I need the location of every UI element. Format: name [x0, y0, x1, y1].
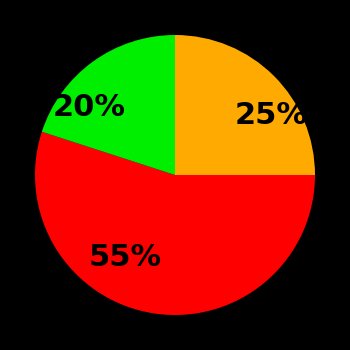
Wedge shape — [175, 35, 315, 175]
Text: 25%: 25% — [234, 101, 307, 130]
Wedge shape — [35, 132, 315, 315]
Text: 55%: 55% — [89, 244, 162, 272]
Wedge shape — [42, 35, 175, 175]
Text: 20%: 20% — [52, 92, 126, 121]
